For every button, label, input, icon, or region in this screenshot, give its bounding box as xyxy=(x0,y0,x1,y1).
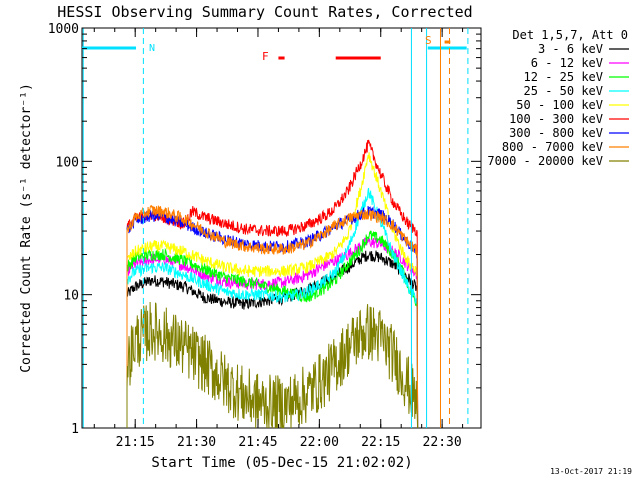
marker-layer xyxy=(82,28,469,428)
series-7000-20000-kevline xyxy=(126,301,419,429)
series-12-25-kevline xyxy=(126,230,419,429)
x-tick-label: 22:00 xyxy=(300,435,339,450)
legend-label: 12 - 25 keV xyxy=(524,70,603,84)
x-tick-label: 22:15 xyxy=(361,435,400,450)
legend-label: 300 - 800 keV xyxy=(509,126,603,140)
legend-title: Det 1,5,7, Att 0 xyxy=(512,28,628,42)
y-axis-label: Corrected Count Rate (s⁻¹ detector⁻¹) xyxy=(19,83,34,373)
x-tick-label: 22:30 xyxy=(423,435,462,450)
legend-label: 3 - 6 keV xyxy=(538,42,603,56)
legend-label: 50 - 100 keV xyxy=(516,98,603,112)
y-tick-label: 10 xyxy=(63,289,79,304)
x-tick-label: 21:45 xyxy=(238,435,277,450)
legend-label: 25 - 50 keV xyxy=(524,84,603,98)
chart-title: HESSI Observing Summary Count Rates, Cor… xyxy=(57,3,472,21)
series-800-7000-kevline xyxy=(126,204,419,429)
saa-marker-label: S xyxy=(425,34,432,47)
legend-label: 7000 - 20000 keV xyxy=(487,154,603,168)
series-300-800-kevline xyxy=(126,205,419,429)
legend-label: 800 - 7000 keV xyxy=(502,140,603,154)
x-axis-label: Start Time (05-Dec-15 21:02:02) xyxy=(151,455,412,471)
y-tick-label: 100 xyxy=(56,155,79,170)
y-tick-label: 1000 xyxy=(48,22,79,37)
series-50-100-kevline xyxy=(126,152,419,429)
series-25-50-kevline xyxy=(126,187,419,429)
generated-timestamp: 13-Oct-2017 21:19 xyxy=(550,467,632,476)
legend-label: 100 - 300 keV xyxy=(509,112,603,126)
night-marker-label: N xyxy=(149,43,155,54)
legend-label: 6 - 12 keV xyxy=(531,56,603,70)
x-tick-label: 21:30 xyxy=(177,435,216,450)
y-tick-label: 1 xyxy=(71,422,79,437)
x-tick-label: 21:15 xyxy=(116,435,155,450)
flare-marker-label: F xyxy=(262,50,269,63)
axis-layer: 1 10 100 1000 21:15 21:30 21:45 22:00 22:15 22:30 xyxy=(48,22,481,450)
series-layer xyxy=(126,139,419,429)
